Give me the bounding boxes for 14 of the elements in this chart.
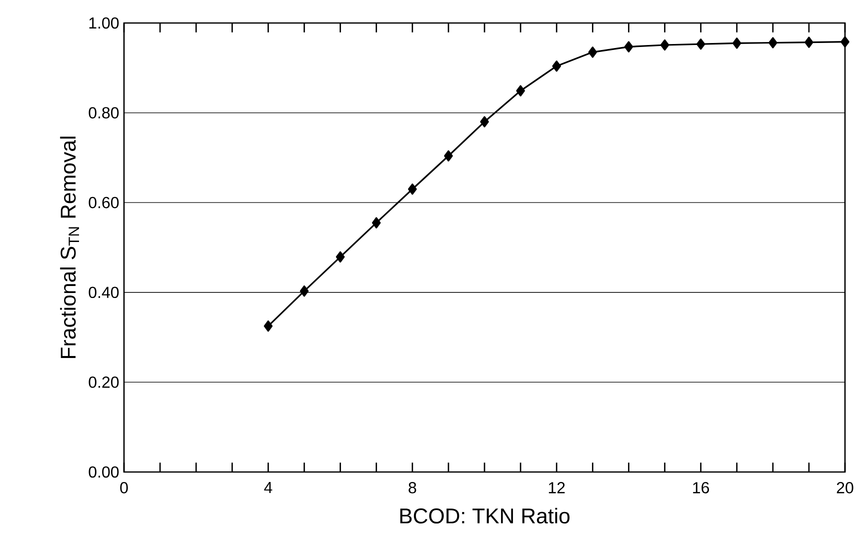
x-tick-label: 8 bbox=[408, 482, 416, 494]
x-tick-label: 0 bbox=[120, 482, 128, 494]
y-tick-label: 0.20 bbox=[88, 376, 119, 388]
y-tick-label: 0.80 bbox=[88, 107, 119, 118]
y-tick-label: 1.00 bbox=[89, 17, 119, 29]
y-tick-label: 0.40 bbox=[88, 286, 119, 298]
y-tick-label: 0.00 bbox=[88, 466, 119, 478]
x-tick-label: 20 bbox=[836, 482, 854, 494]
x-tick-label: 16 bbox=[693, 482, 709, 494]
x-tick-label: 12 bbox=[548, 482, 565, 494]
y-tick-label: 0.60 bbox=[88, 196, 119, 208]
y-axis-title: Fractional S$_{TN}$ Removal bbox=[60, 136, 79, 358]
x-axis-title: BCOD: TKN Ratio bbox=[400, 508, 570, 524]
x-tick-label: 4 bbox=[264, 482, 272, 494]
